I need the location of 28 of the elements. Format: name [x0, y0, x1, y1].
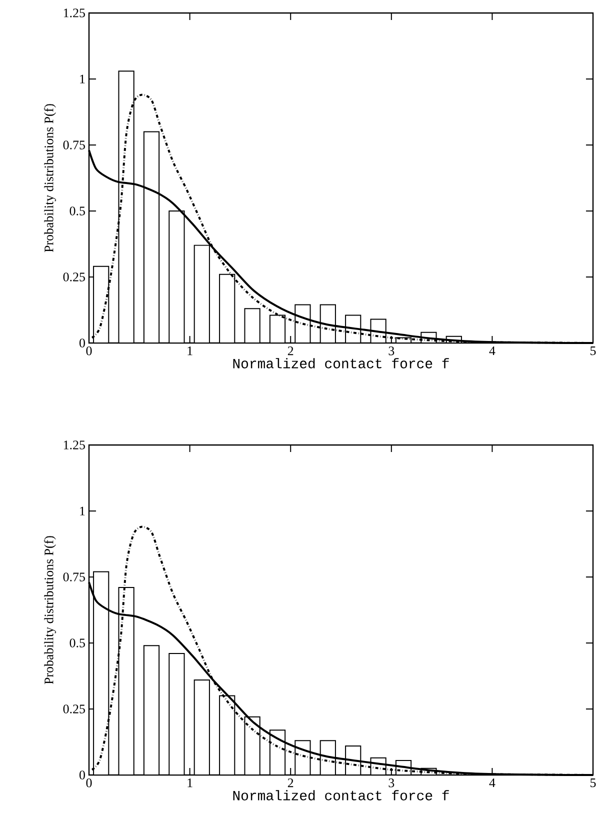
- y-tick-label: 1: [80, 506, 85, 516]
- x-tick-label: 3: [388, 346, 394, 356]
- x-tick-label: 3: [388, 778, 394, 788]
- y-axis-title: Probability distributions P(f): [44, 104, 56, 252]
- x-tick-label: 1: [188, 778, 192, 788]
- x-tick-label: 4: [489, 778, 496, 788]
- x-tick-label: 4: [489, 346, 496, 356]
- y-tick-label: 0: [80, 338, 85, 348]
- y-tick-label: 0.25: [63, 272, 85, 282]
- y-tick-label: 0.25: [63, 704, 85, 714]
- x-tick-label: 5: [590, 346, 596, 356]
- x-axis-title: Normalized contact force f: [233, 358, 449, 368]
- y-tick-label: 0.75: [63, 572, 85, 582]
- x-tick-label: 2: [288, 346, 294, 356]
- y-tick-label: 0.5: [70, 638, 85, 648]
- y-tick-label: 1.25: [64, 440, 85, 450]
- x-tick-label: 1: [188, 346, 192, 356]
- y-tick-label: 1: [80, 74, 85, 84]
- x-tick-label: 2: [288, 778, 294, 788]
- y-tick-label: 0.75: [63, 140, 85, 150]
- y-axis-title: Probability distributions P(f): [44, 536, 56, 684]
- y-tick-label: 1.25: [64, 8, 85, 18]
- y-tick-label: 0.5: [70, 206, 85, 216]
- x-tick-label: 0: [86, 778, 92, 788]
- y-tick-label: 0: [80, 770, 85, 780]
- x-tick-label: 0: [86, 346, 92, 356]
- x-axis-title: Normalized contact force f: [233, 790, 449, 800]
- x-tick-label: 5: [590, 778, 596, 788]
